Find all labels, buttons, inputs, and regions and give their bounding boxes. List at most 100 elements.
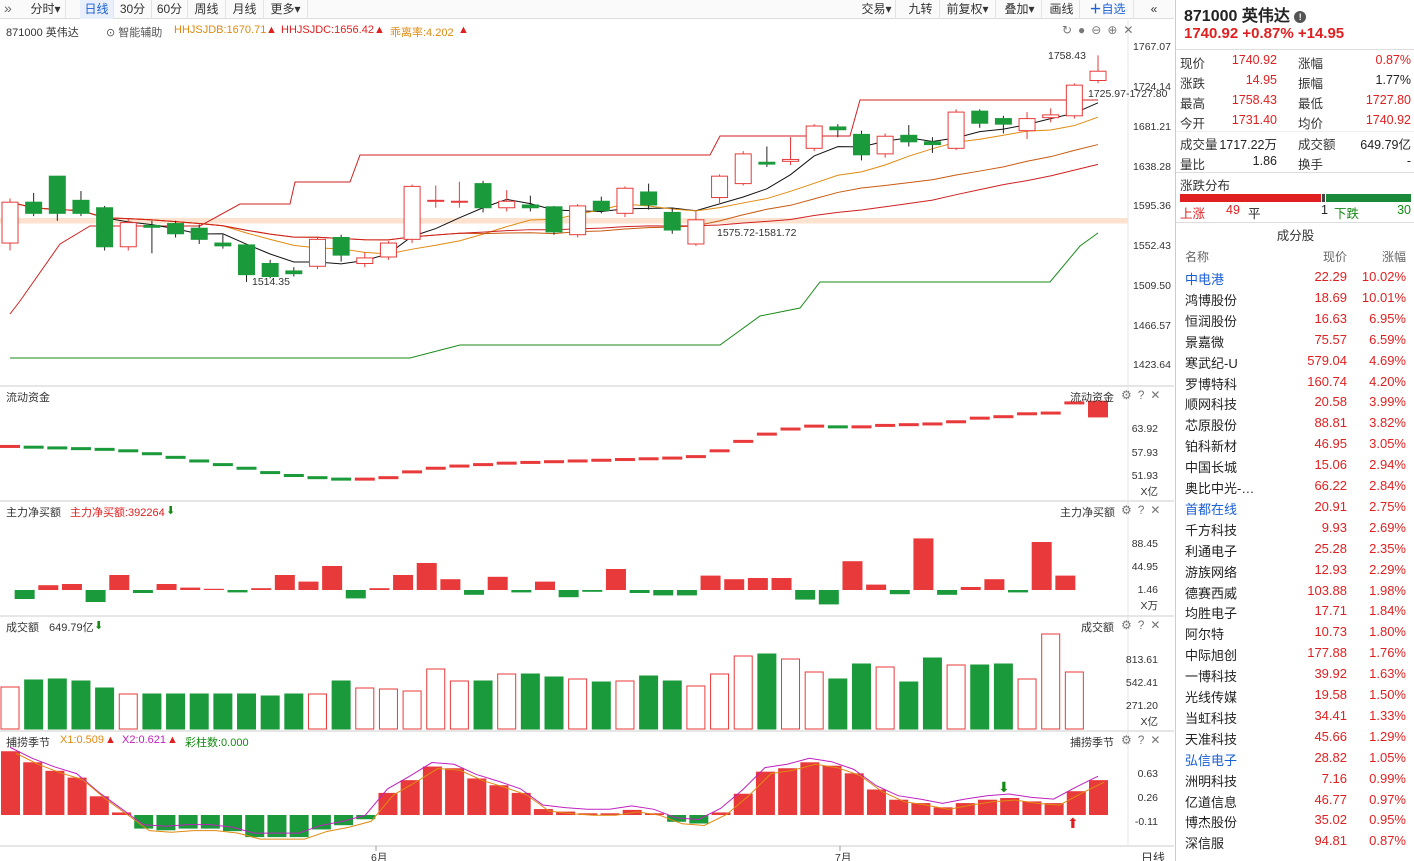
list-item[interactable]: 鸿博股份 18.69 10.01% — [1176, 288, 1414, 309]
stock-name: 洲明科技 — [1185, 773, 1238, 789]
list-item[interactable]: 阿尔特 10.73 1.80% — [1176, 622, 1414, 643]
list-item[interactable]: 博杰股份 35.02 0.95% — [1176, 810, 1414, 831]
overlay-button[interactable]: 叠加▾ — [998, 0, 1042, 19]
tab-60min[interactable]: 60分 — [152, 0, 188, 19]
col-price[interactable]: 现价 — [1322, 250, 1347, 264]
net-panel-tools[interactable]: ⚙?✕ — [1121, 503, 1167, 517]
list-item[interactable]: 天准科技 45.66 1.29% — [1176, 727, 1414, 748]
tab-timeshare[interactable]: 分时▾ — [26, 0, 66, 19]
list-item[interactable]: 罗博特科 160.74 4.20% — [1176, 372, 1414, 393]
list-item[interactable]: 首都在线 20.91 2.75% — [1176, 497, 1414, 518]
stock-change: 3.99% — [1369, 394, 1406, 410]
turnover-bar — [213, 693, 233, 730]
stock-change: 1.05% — [1369, 749, 1406, 765]
turnover-bar — [47, 678, 67, 730]
list-item[interactable]: 游族网络 12.93 2.29% — [1176, 560, 1414, 581]
annot-range: 1725.97-1727.80 — [1088, 88, 1168, 100]
stock-price: 66.22 — [1314, 478, 1347, 493]
net-bar — [322, 566, 343, 590]
season-bar — [311, 815, 331, 830]
list-item[interactable]: 顺网科技 20.58 3.99% — [1176, 392, 1414, 413]
y-label: 1509.50 — [1133, 280, 1171, 292]
trade-button[interactable]: 交易▾ — [858, 0, 896, 19]
candle-body — [1042, 114, 1060, 119]
main-panel-tools[interactable]: ↻●⊖⊕✕ — [1062, 23, 1140, 37]
assist-label: 智能辅助 — [118, 27, 163, 39]
tab-more[interactable]: 更多▾ — [264, 0, 308, 19]
candle-body — [829, 126, 847, 131]
turnover-bar — [970, 664, 990, 730]
list-item[interactable]: 洲明科技 7.16 0.99% — [1176, 769, 1414, 790]
season-panel-tools[interactable]: ⚙?✕ — [1121, 733, 1167, 747]
list-item[interactable]: 深信服 94.81 0.87% — [1176, 831, 1414, 852]
flow-step — [898, 423, 919, 427]
list-item[interactable]: 景嘉微 75.57 6.59% — [1176, 330, 1414, 351]
net-bar — [771, 578, 792, 590]
season-x2-line — [9, 746, 1099, 834]
nine-turn-button[interactable]: 九转 — [902, 0, 940, 19]
tab-weekly[interactable]: 周线 — [188, 0, 226, 19]
list-item[interactable]: 寒武纪-U 579.04 4.69% — [1176, 351, 1414, 372]
stock-price: 9.93 — [1321, 519, 1347, 535]
list-item[interactable]: 利通电子 25.28 2.35% — [1176, 539, 1414, 560]
adjust-button[interactable]: 前复权▾ — [940, 0, 996, 19]
tab-label: 更多 — [270, 2, 295, 16]
stock-price: 16.63 — [1314, 310, 1347, 326]
turnover-bar — [0, 686, 20, 730]
smart-assist-toggle[interactable]: ⊙ 智能辅助 — [106, 24, 162, 40]
stock-price: 28.82 — [1314, 749, 1347, 765]
flow-step — [449, 464, 470, 468]
list-item[interactable]: 中际旭创 177.88 1.76% — [1176, 643, 1414, 664]
turnover-bar — [24, 679, 44, 730]
stock-name: 利通电子 — [1185, 543, 1238, 559]
list-item[interactable]: 芯原股份 88.81 3.82% — [1176, 413, 1414, 434]
collapse-icon[interactable]: « — [1150, 2, 1158, 16]
list-item[interactable]: 一博科技 39.92 1.63% — [1176, 664, 1414, 685]
draw-button[interactable]: 画线 — [1044, 0, 1080, 19]
list-item[interactable]: 中国长城 15.06 2.94% — [1176, 455, 1414, 476]
list-item[interactable]: 千方科技 9.93 2.69% — [1176, 518, 1414, 539]
flow-step — [496, 461, 517, 465]
candle-body — [971, 110, 989, 124]
col-name[interactable]: 名称 — [1185, 250, 1210, 264]
list-item[interactable]: 光线传媒 19.58 1.50% — [1176, 685, 1414, 706]
stock-name: 弘信电子 — [1185, 752, 1238, 768]
turnover-bar — [118, 693, 138, 730]
list-item[interactable]: 铂科新材 46.95 3.05% — [1176, 434, 1414, 455]
net-bar — [1008, 590, 1029, 593]
list-item[interactable]: 均胜电子 17.71 1.84% — [1176, 601, 1414, 622]
info-icon[interactable]: ! — [1294, 10, 1307, 23]
quote-value: 1.77% — [1375, 73, 1411, 87]
y-label: 57.93 — [1131, 447, 1158, 459]
turnover-panel-tools[interactable]: ⚙?✕ — [1121, 618, 1167, 632]
quote-label: 最高 — [1180, 97, 1206, 111]
flow-step — [946, 420, 967, 424]
tab-30min[interactable]: 30分 — [114, 0, 152, 19]
flow-step — [307, 476, 328, 480]
season-bar — [844, 773, 864, 815]
list-item[interactable]: 亿道信息 46.77 0.97% — [1176, 790, 1414, 811]
expand-icon[interactable]: » — [4, 0, 12, 16]
tab-daily[interactable]: 日线 — [80, 0, 114, 19]
season-bar — [400, 780, 420, 815]
season-bar — [1044, 803, 1064, 815]
tab-monthly[interactable]: 月线 — [226, 0, 264, 19]
list-item[interactable]: 奥比中光-… 66.22 2.84% — [1176, 476, 1414, 497]
tab-label: 分时 — [30, 2, 55, 16]
candle-body — [403, 185, 421, 240]
flow-panel-tools[interactable]: ⚙?✕ — [1121, 388, 1167, 402]
col-change[interactable]: 涨幅 — [1381, 250, 1406, 264]
list-item[interactable]: 恒润股份 16.63 6.95% — [1176, 309, 1414, 330]
turnover-bar — [804, 671, 824, 730]
candle-body — [238, 244, 256, 276]
list-item[interactable]: 当虹科技 34.41 1.33% — [1176, 706, 1414, 727]
stock-name: 游族网络 — [1185, 564, 1238, 580]
net-bar — [369, 588, 390, 590]
watchlist-button[interactable]: ＋自选 — [1082, 0, 1134, 19]
chart-svg[interactable]: ⬇⬆ — [0, 20, 1174, 861]
list-item[interactable]: 弘信电子 28.82 1.05% — [1176, 748, 1414, 769]
list-item[interactable]: 德赛西威 103.88 1.98% — [1176, 581, 1414, 602]
quote-label: 涨跌 — [1180, 77, 1206, 91]
list-item[interactable]: 中电港 22.29 10.02% — [1176, 267, 1414, 288]
stock-change: 2.35% — [1369, 540, 1406, 556]
